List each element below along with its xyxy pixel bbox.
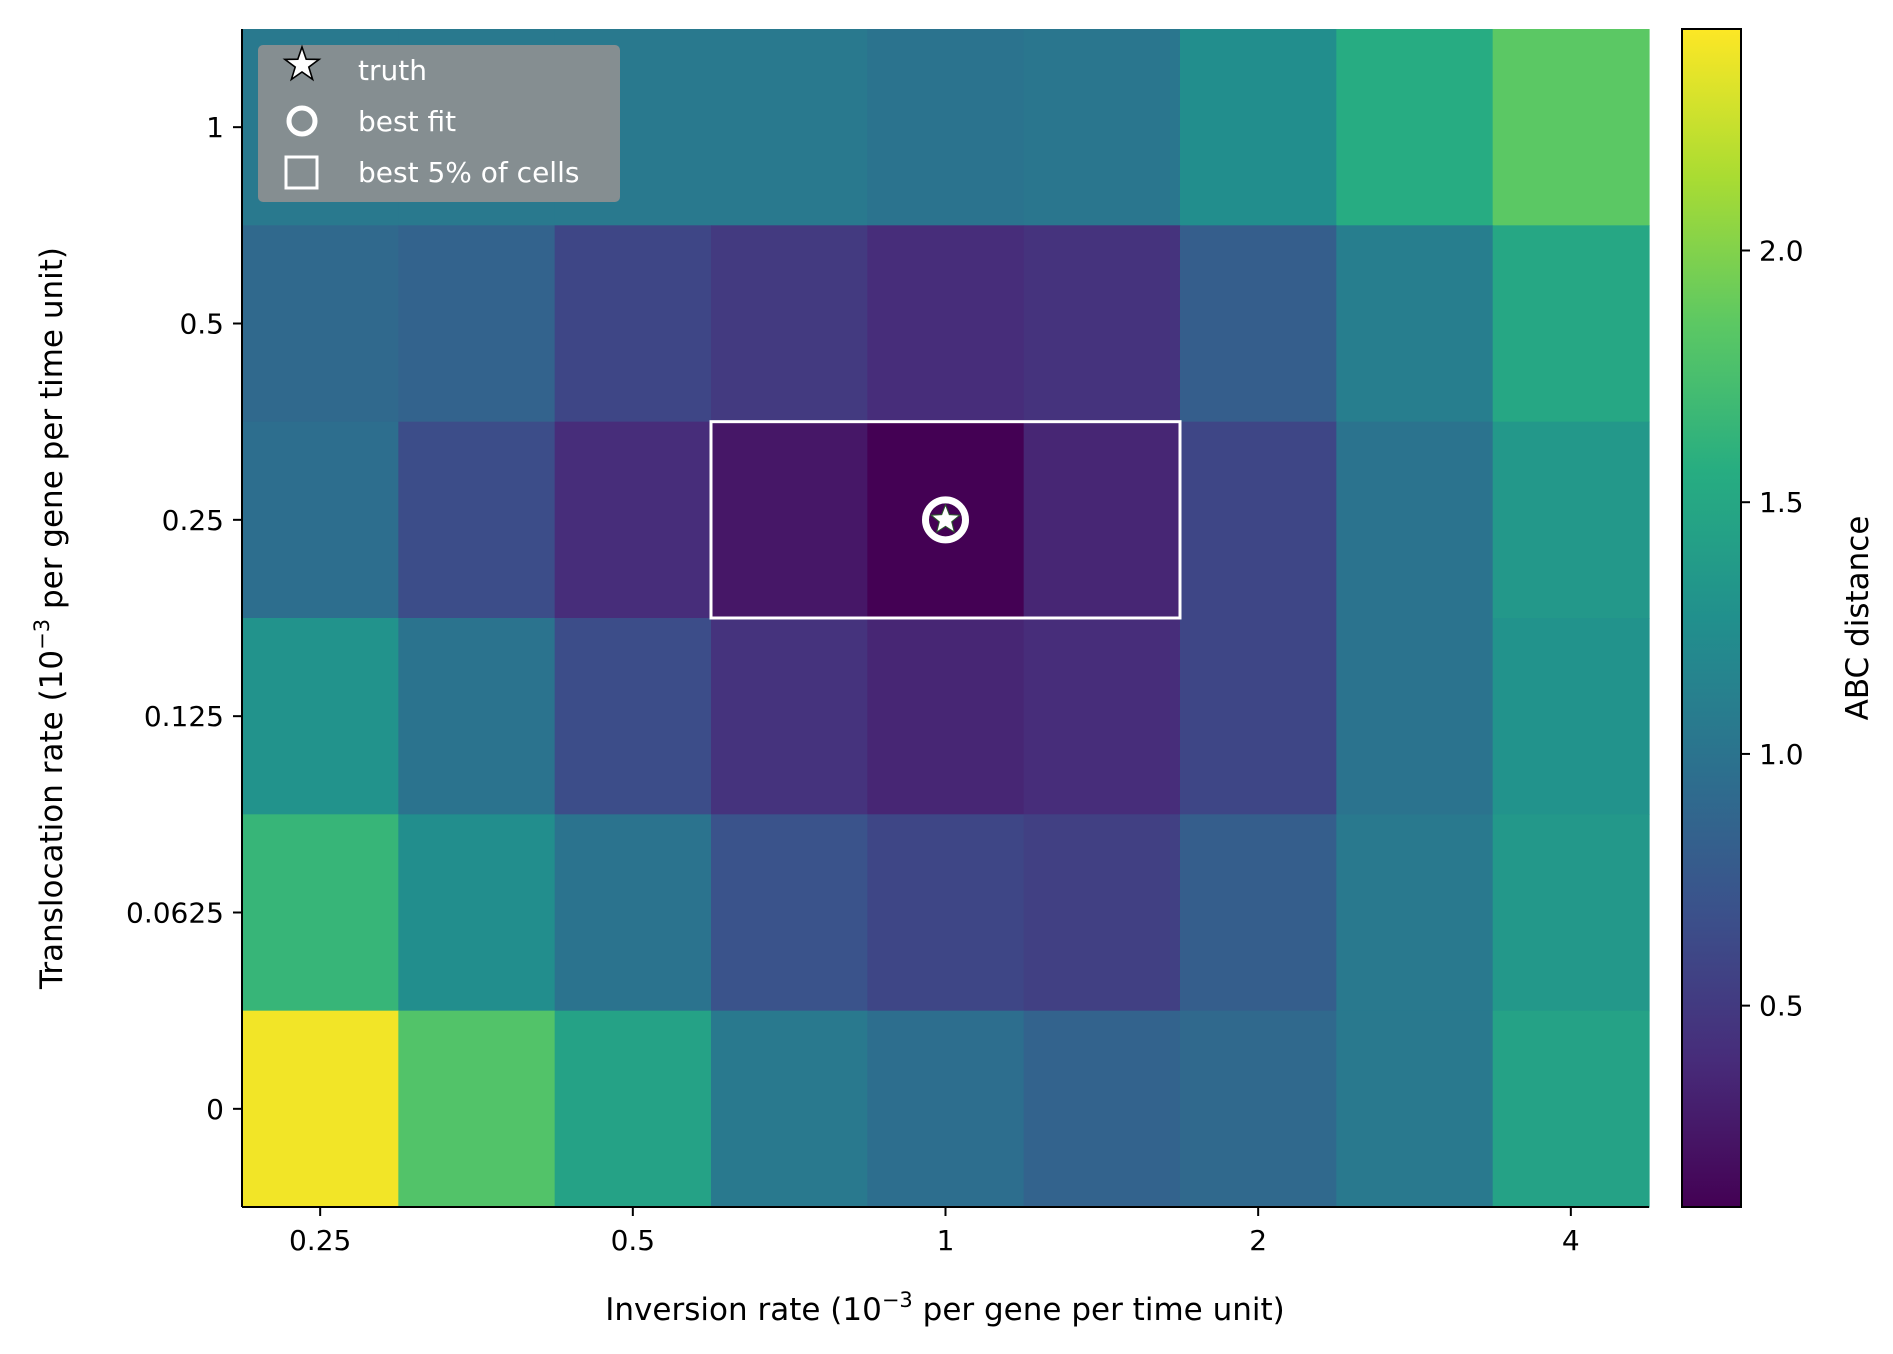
colorbar	[1681, 28, 1742, 1208]
legend-item-best-fit: best fit	[286, 105, 456, 138]
heatmap-cell	[1180, 814, 1337, 1012]
best-fit-marker	[922, 496, 969, 544]
heatmap-cell	[1180, 225, 1337, 423]
heatmap-cell	[554, 421, 712, 619]
heatmap-cell	[1023, 618, 1181, 815]
legend-label-truth: truth	[358, 54, 427, 87]
heatmap-cell	[1492, 225, 1650, 423]
heatmap-cell	[711, 618, 868, 815]
heatmap-cell	[242, 814, 399, 1012]
heatmap-cell	[1023, 1010, 1181, 1208]
heatmap-cell	[1180, 1010, 1337, 1208]
legend-item-truth: truth	[282, 44, 427, 87]
heatmap-cell	[1336, 1010, 1494, 1208]
heatmap-cell	[554, 225, 712, 423]
colorbar-tick-label: 0.5	[1759, 990, 1804, 1023]
heatmap-cell	[1492, 814, 1650, 1012]
colorbar-tick-label: 1.0	[1759, 738, 1804, 771]
heatmap-cell	[711, 814, 868, 1012]
star-icon	[282, 44, 322, 82]
heatmap-cell	[1336, 814, 1494, 1012]
fit-markers	[922, 496, 969, 544]
heatmap-cell	[1023, 814, 1181, 1012]
heatmap-cell	[711, 421, 868, 619]
colorbar-tick-label: 2.0	[1759, 235, 1804, 268]
heatmap-cell	[711, 1010, 868, 1208]
heatmap-cell	[1180, 29, 1337, 226]
x-axis-ticks: 0.25 0.5 1 2 4	[289, 1207, 1580, 1257]
x-tick-label: 1	[937, 1224, 955, 1257]
heatmap-cell	[1492, 618, 1650, 815]
legend-label-best-cells: best 5% of cells	[358, 156, 579, 189]
heatmap-cell	[711, 225, 868, 423]
heatmap-cell	[867, 225, 1025, 423]
heatmap-cell	[398, 225, 556, 423]
heatmap-cell	[1023, 225, 1181, 423]
heatmap-cell	[398, 814, 556, 1012]
heatmap-cell	[554, 1010, 712, 1208]
heatmap-cell	[242, 618, 399, 815]
heatmap-cell	[1492, 421, 1650, 619]
heatmap-cell	[867, 29, 1025, 226]
y-tick-label: 0.0625	[126, 897, 224, 930]
colorbar-ticks: 0.5 1.0 1.5 2.0	[1741, 235, 1804, 1023]
heatmap-cell	[398, 421, 556, 619]
heatmap-cells	[242, 29, 1650, 1208]
heatmap-cell	[242, 225, 399, 423]
heatmap-cell	[1336, 29, 1494, 226]
legend: truth best fit best 5% of cells	[258, 44, 620, 202]
best-cells-highlight	[709, 420, 1182, 620]
heatmap-cell	[867, 1010, 1025, 1208]
heatmap-cell	[398, 618, 556, 815]
square-icon	[284, 155, 319, 190]
x-tick-label: 0.5	[611, 1224, 656, 1257]
heatmap-cell	[867, 618, 1025, 815]
truth-marker	[929, 503, 962, 534]
x-tick-label: 4	[1562, 1224, 1580, 1257]
heatmap-cell	[398, 1010, 556, 1208]
heatmap-cell	[1180, 618, 1337, 815]
heatmap-cell	[1336, 421, 1494, 619]
heatmap-cell	[1336, 225, 1494, 423]
heatmap-cell	[1180, 421, 1337, 619]
colorbar-tick-label: 1.5	[1759, 486, 1804, 519]
heatmap-cell	[1023, 421, 1181, 619]
y-tick-label: 0.5	[179, 308, 224, 341]
best-cells-box	[709, 420, 1182, 620]
legend-label-best-fit: best fit	[358, 105, 456, 138]
heatmap-cell	[554, 814, 712, 1012]
x-axis-label: Inversion rate (10−3 per gene per time u…	[605, 1288, 1284, 1328]
circle-icon	[286, 105, 318, 137]
y-tick-label: 0	[206, 1093, 224, 1126]
heatmap-cell	[711, 29, 868, 226]
y-axis-label: Translocation rate (10−3 per gene per ti…	[30, 247, 70, 990]
heatmap-cell	[1023, 29, 1181, 226]
heatmap-cell	[1492, 1010, 1650, 1208]
y-tick-label: 1	[206, 111, 224, 144]
heatmap-cell	[1336, 618, 1494, 815]
legend-box	[258, 45, 620, 202]
y-tick-label: 0.25	[162, 504, 224, 537]
heatmap-cell	[1492, 29, 1650, 226]
heatmap-cell	[867, 814, 1025, 1012]
heatmap-cell	[242, 421, 399, 619]
x-tick-label: 2	[1249, 1224, 1267, 1257]
heatmap-cell	[242, 1010, 399, 1208]
y-tick-label: 0.125	[144, 700, 224, 733]
heatmap-cell	[554, 618, 712, 815]
y-axis-ticks: 1 0.5 0.25 0.125 0.0625 0	[126, 111, 242, 1126]
colorbar-label: ABC distance	[1840, 516, 1876, 721]
x-tick-label: 0.25	[289, 1224, 351, 1257]
legend-item-best-cells: best 5% of cells	[284, 155, 579, 190]
